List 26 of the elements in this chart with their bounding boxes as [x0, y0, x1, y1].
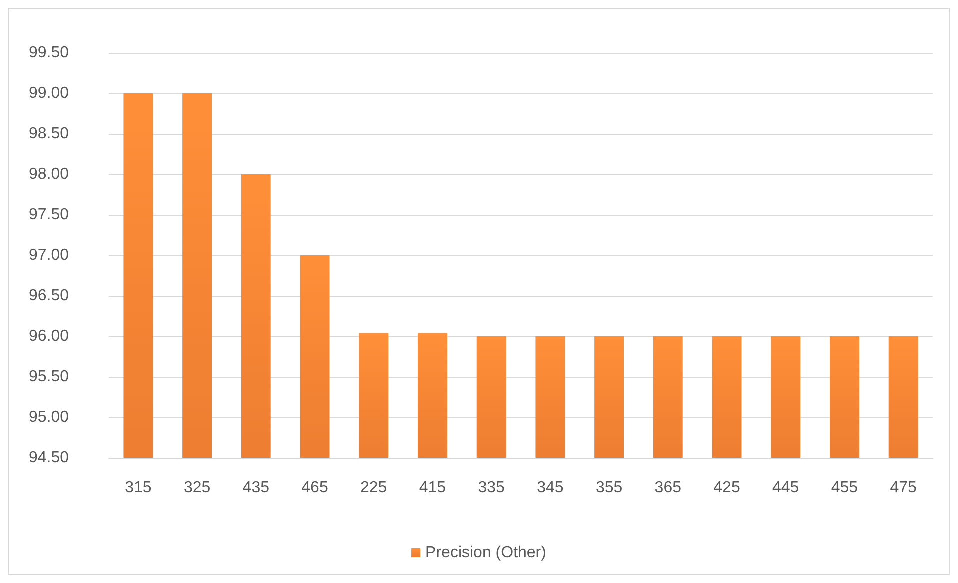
y-tick-label: 99.50 [28, 44, 70, 62]
y-tick-label: 97.50 [28, 206, 70, 224]
x-tick-label: 435 [242, 480, 270, 496]
y-tick-label: 99.00 [28, 85, 70, 102]
y-tick-label: 96.50 [28, 288, 70, 304]
x-tick-label: 365 [654, 480, 682, 496]
x-tick-label: 355 [596, 480, 623, 496]
x-tick-label: 475 [890, 480, 918, 496]
x-tick-label: 325 [184, 480, 211, 496]
x-tick-label: 425 [714, 480, 740, 496]
y-tick-label: 96.00 [28, 328, 70, 345]
x-tick-label: 465 [302, 480, 328, 496]
x-tick-label: 415 [419, 480, 446, 496]
y-tick-label: 97.00 [28, 247, 70, 264]
x-tick-label: 445 [772, 480, 800, 496]
y-tick-label: 95.50 [28, 368, 70, 386]
y-tick-label: 98.00 [28, 166, 70, 183]
x-tick-label: 335 [478, 480, 506, 496]
x-tick-label: 225 [360, 480, 388, 496]
x-tick-label: 455 [831, 480, 858, 496]
x-tick-label: 345 [537, 480, 564, 496]
y-tick-label: 95.00 [28, 409, 70, 426]
y-tick-label: 98.50 [28, 126, 70, 142]
legend-label: Precision (Other) [426, 544, 546, 562]
x-tick-label: 315 [125, 480, 152, 496]
y-tick-label: 94.50 [28, 450, 70, 466]
